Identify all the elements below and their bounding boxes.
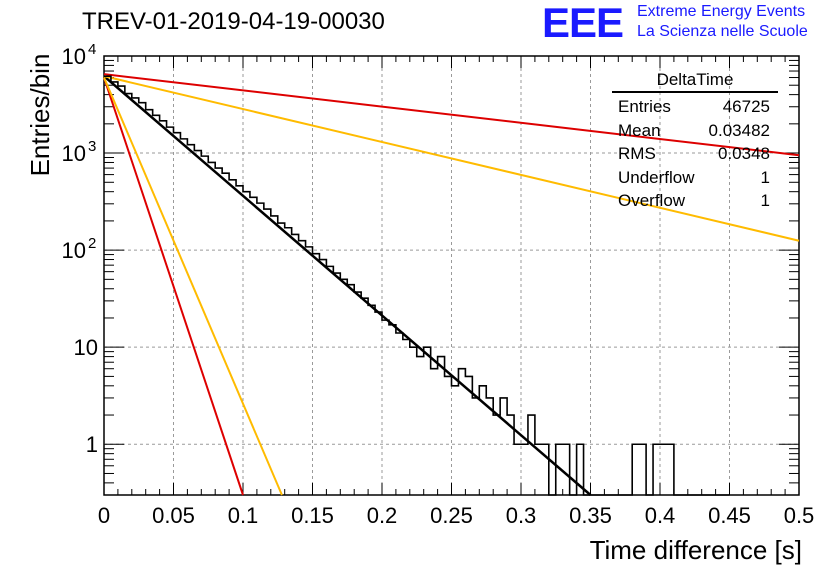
chart-title: TREV-01-2019-04-19-00030 (82, 8, 385, 35)
stats-value: 1 (760, 167, 770, 187)
stats-row-overflow: Overflow 1 (612, 189, 778, 213)
fit-curves (103, 73, 800, 496)
fit-curve-4 (103, 75, 800, 242)
stats-row-mean: Mean 0.03482 (612, 119, 778, 143)
stats-value: 0.03482 (708, 120, 770, 140)
y-tick-label: 1 (86, 432, 98, 457)
eee-logo: EEE (542, 0, 624, 46)
x-tick-label: 0.35 (569, 503, 612, 528)
y-tick-exponent: 2 (88, 235, 96, 252)
y-axis-label: Entries/bin (25, 53, 55, 177)
histogram (104, 75, 730, 496)
x-tick-label: 0.4 (645, 503, 676, 528)
histogram-outline (104, 75, 730, 496)
stats-value: 46725 (722, 97, 770, 116)
x-tick-label: 0.05 (152, 503, 195, 528)
stats-label: Overflow (618, 191, 686, 210)
stats-value: 1 (760, 191, 770, 210)
fit-curve-2 (103, 77, 283, 496)
stats-value: 0.0348 (718, 144, 770, 163)
stats-row-rms: RMS 0.0348 (612, 142, 778, 166)
y-tick-exponent: 4 (88, 41, 96, 58)
y-tick-label: 10 (74, 335, 98, 360)
axis-ticks (103, 55, 800, 496)
y-tick-label: 10 (62, 44, 86, 69)
fit-curve-3 (103, 73, 800, 157)
y-tick-label: 10 (62, 141, 86, 166)
logo-subtitle-line1: Extreme Energy Events (637, 3, 806, 20)
x-tick-label: 0.2 (367, 503, 398, 528)
logo-subtitle-line2: La Scienza nelle Scuole (637, 23, 808, 40)
x-tick-label: 0.5 (784, 503, 815, 528)
x-tick-label: 0.25 (430, 503, 473, 528)
x-tick-label: 0.3 (506, 503, 537, 528)
stats-title: DeltaTime (612, 70, 778, 93)
x-tick-label: 0.1 (228, 503, 259, 528)
x-tick-label: 0.45 (708, 503, 751, 528)
x-tick-label: 0.15 (291, 503, 334, 528)
stats-label: Mean (618, 120, 661, 140)
x-tick-labels: 0 0.05 0.1 0.15 0.2 0.25 0.3 0.35 0.4 0.45 0.5 (98, 503, 814, 528)
x-axis-label: Time difference [s] (589, 535, 802, 565)
fit-curve-1 (103, 77, 244, 496)
stats-box: DeltaTime Entries 46725 Mean 0.03482 RMS… (612, 70, 778, 213)
stats-label: Underflow (618, 167, 695, 187)
x-tick-label: 0 (98, 503, 110, 528)
stats-label: Entries (618, 97, 671, 116)
stats-row-entries: Entries 46725 (612, 95, 778, 119)
stats-row-underflow: Underflow 1 (612, 166, 778, 190)
y-tick-label: 10 (62, 238, 86, 263)
stats-label: RMS (618, 144, 656, 163)
fit-curve-0 (103, 75, 592, 496)
y-tick-exponent: 3 (88, 138, 96, 155)
